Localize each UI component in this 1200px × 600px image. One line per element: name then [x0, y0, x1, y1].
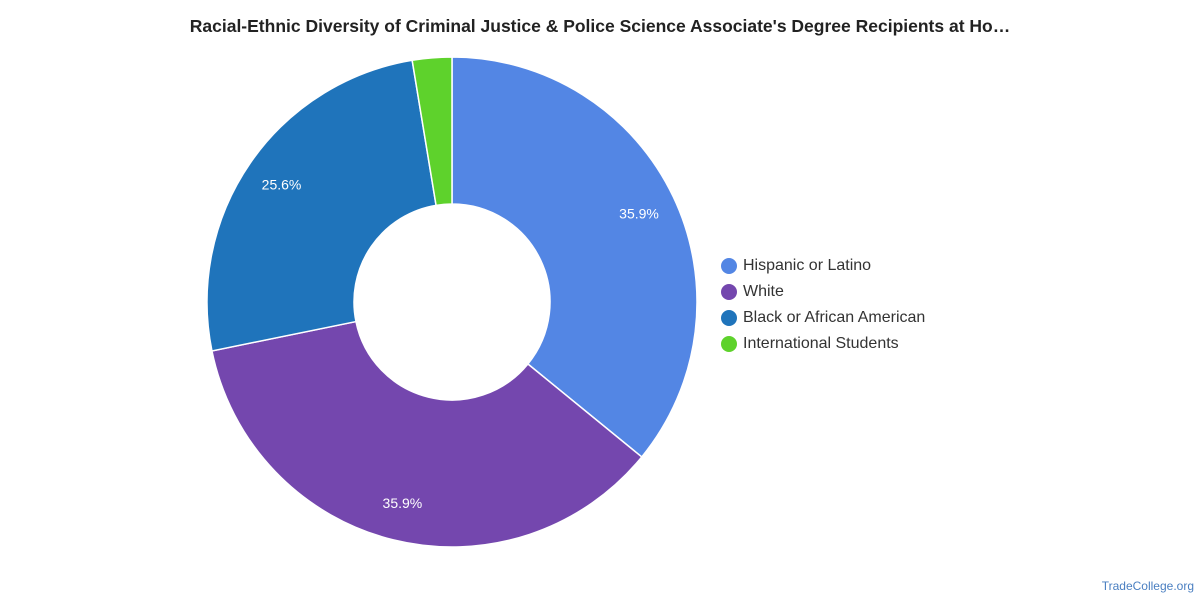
- chart-legend: Hispanic or Latino White Black or African …: [721, 253, 925, 357]
- legend-label: International Students: [743, 335, 899, 352]
- legend-item-black-or-african-american[interactable]: Black or African American: [721, 305, 925, 331]
- legend-label: White: [743, 283, 784, 300]
- legend-item-international-students[interactable]: International Students: [721, 331, 925, 357]
- slice-hispanic-or-latino[interactable]: [451, 56, 698, 459]
- legend-swatch-icon: [721, 310, 737, 326]
- legend-label: Black or African American: [743, 309, 926, 326]
- legend-swatch-icon: [721, 284, 737, 300]
- legend-item-hispanic-or-latino[interactable]: Hispanic or Latino: [721, 253, 925, 279]
- legend-swatch-icon: [721, 336, 737, 352]
- legend-item-white[interactable]: White: [721, 279, 925, 305]
- slice-value-label: 35.9%: [619, 205, 659, 221]
- slice-international-students[interactable]: [411, 56, 453, 207]
- slice-white[interactable]: [211, 320, 643, 548]
- watermark[interactable]: TradeCollege.org: [1101, 579, 1194, 593]
- legend-swatch-icon: [721, 258, 737, 274]
- slice-value-label: 25.6%: [262, 177, 302, 193]
- slice-black-or-african-american[interactable]: [206, 59, 437, 352]
- chart-title: Racial-Ethnic Diversity of Criminal Just…: [189, 16, 1011, 36]
- slice-value-label: 35.9%: [383, 495, 423, 511]
- legend-label: Hispanic or Latino: [743, 257, 872, 274]
